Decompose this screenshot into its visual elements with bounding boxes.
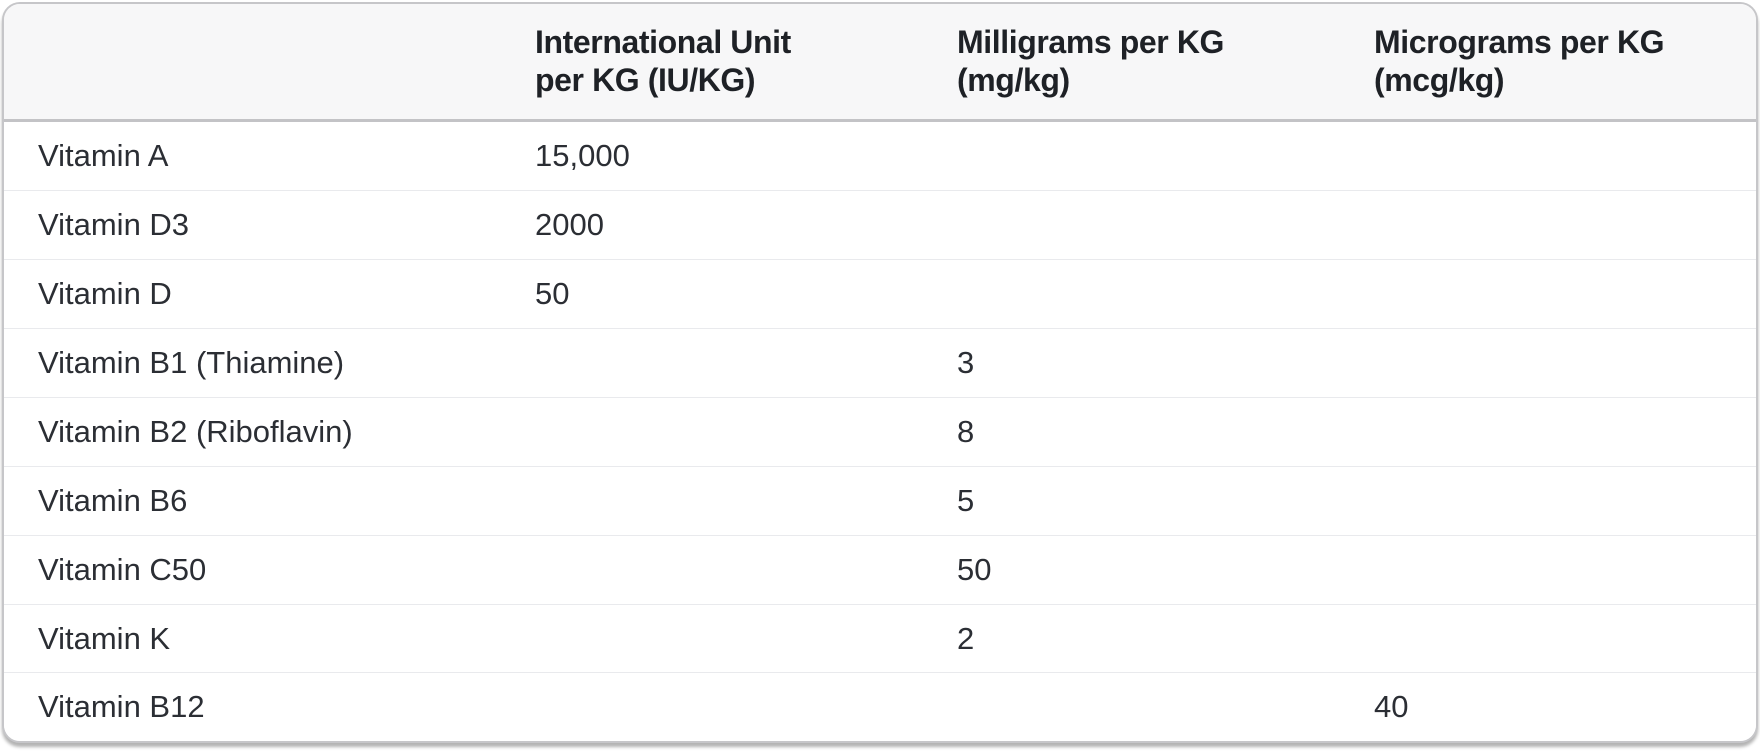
- iu-value-cell: [535, 396, 957, 467]
- vitamin-dosage-table: International Unit per KG (IU/KG) Millig…: [4, 4, 1756, 741]
- iu-value-cell: 2000: [535, 190, 957, 260]
- mg-value-cell: 50: [957, 534, 1374, 605]
- mcg-value-cell: [1374, 534, 1756, 605]
- mg-value-cell: 3: [957, 328, 1374, 398]
- iu-value-cell: [535, 603, 957, 673]
- mcg-value-cell: [1374, 396, 1756, 467]
- table-header: International Unit per KG (IU/KG) Millig…: [4, 4, 1756, 122]
- header-cell-mcg-per-kg: Micrograms per KG (mcg/kg): [1374, 4, 1756, 122]
- table-row: Vitamin B1 (Thiamine) 3: [4, 328, 1756, 398]
- table-row: Vitamin B6 5: [4, 465, 1756, 536]
- iu-value-cell: [535, 328, 957, 398]
- iu-value-cell: [535, 534, 957, 605]
- table-row: Vitamin A 15,000: [4, 120, 1756, 191]
- mcg-value-cell: 40: [1374, 672, 1756, 741]
- table-row: Vitamin B2 (Riboflavin) 8: [4, 396, 1756, 467]
- mg-value-cell: 5: [957, 465, 1374, 536]
- table-row: Vitamin C50 50: [4, 534, 1756, 605]
- iu-value-cell: [535, 672, 957, 741]
- vitamin-name-cell: Vitamin A: [4, 120, 535, 191]
- vitamin-name-cell: Vitamin B6: [4, 465, 535, 536]
- header-cell-mg-per-kg: Milligrams per KG (mg/kg): [957, 4, 1374, 122]
- vitamin-name-cell: Vitamin B2 (Riboflavin): [4, 396, 535, 467]
- vitamin-name-cell: Vitamin K: [4, 603, 535, 673]
- mg-value-cell: [957, 259, 1374, 329]
- mcg-value-cell: [1374, 603, 1756, 673]
- mg-value-cell: [957, 190, 1374, 260]
- iu-value-cell: [535, 465, 957, 536]
- mg-value-cell: 8: [957, 396, 1374, 467]
- vitamin-name-cell: Vitamin C50: [4, 534, 535, 605]
- table-row: Vitamin K 2: [4, 603, 1756, 673]
- header-cell-name: [4, 4, 535, 122]
- mg-value-cell: [957, 120, 1374, 191]
- mcg-value-cell: [1374, 465, 1756, 536]
- table-body: Vitamin A 15,000 Vitamin D3 2000 Vitamin…: [4, 120, 1756, 741]
- iu-value-cell: 50: [535, 259, 957, 329]
- table-row: Vitamin D 50: [4, 259, 1756, 329]
- mg-value-cell: [957, 672, 1374, 741]
- vitamin-name-cell: Vitamin D: [4, 259, 535, 329]
- header-cell-iu-per-kg: International Unit per KG (IU/KG): [535, 4, 957, 122]
- table-row: Vitamin B12 40: [4, 672, 1756, 741]
- header-row: International Unit per KG (IU/KG) Millig…: [4, 4, 1756, 122]
- mcg-value-cell: [1374, 120, 1756, 191]
- iu-value-cell: 15,000: [535, 120, 957, 191]
- vitamin-name-cell: Vitamin D3: [4, 190, 535, 260]
- mcg-value-cell: [1374, 190, 1756, 260]
- mcg-value-cell: [1374, 259, 1756, 329]
- mcg-value-cell: [1374, 328, 1756, 398]
- vitamin-name-cell: Vitamin B1 (Thiamine): [4, 328, 535, 398]
- table-row: Vitamin D3 2000: [4, 190, 1756, 260]
- mg-value-cell: 2: [957, 603, 1374, 673]
- vitamin-name-cell: Vitamin B12: [4, 672, 535, 741]
